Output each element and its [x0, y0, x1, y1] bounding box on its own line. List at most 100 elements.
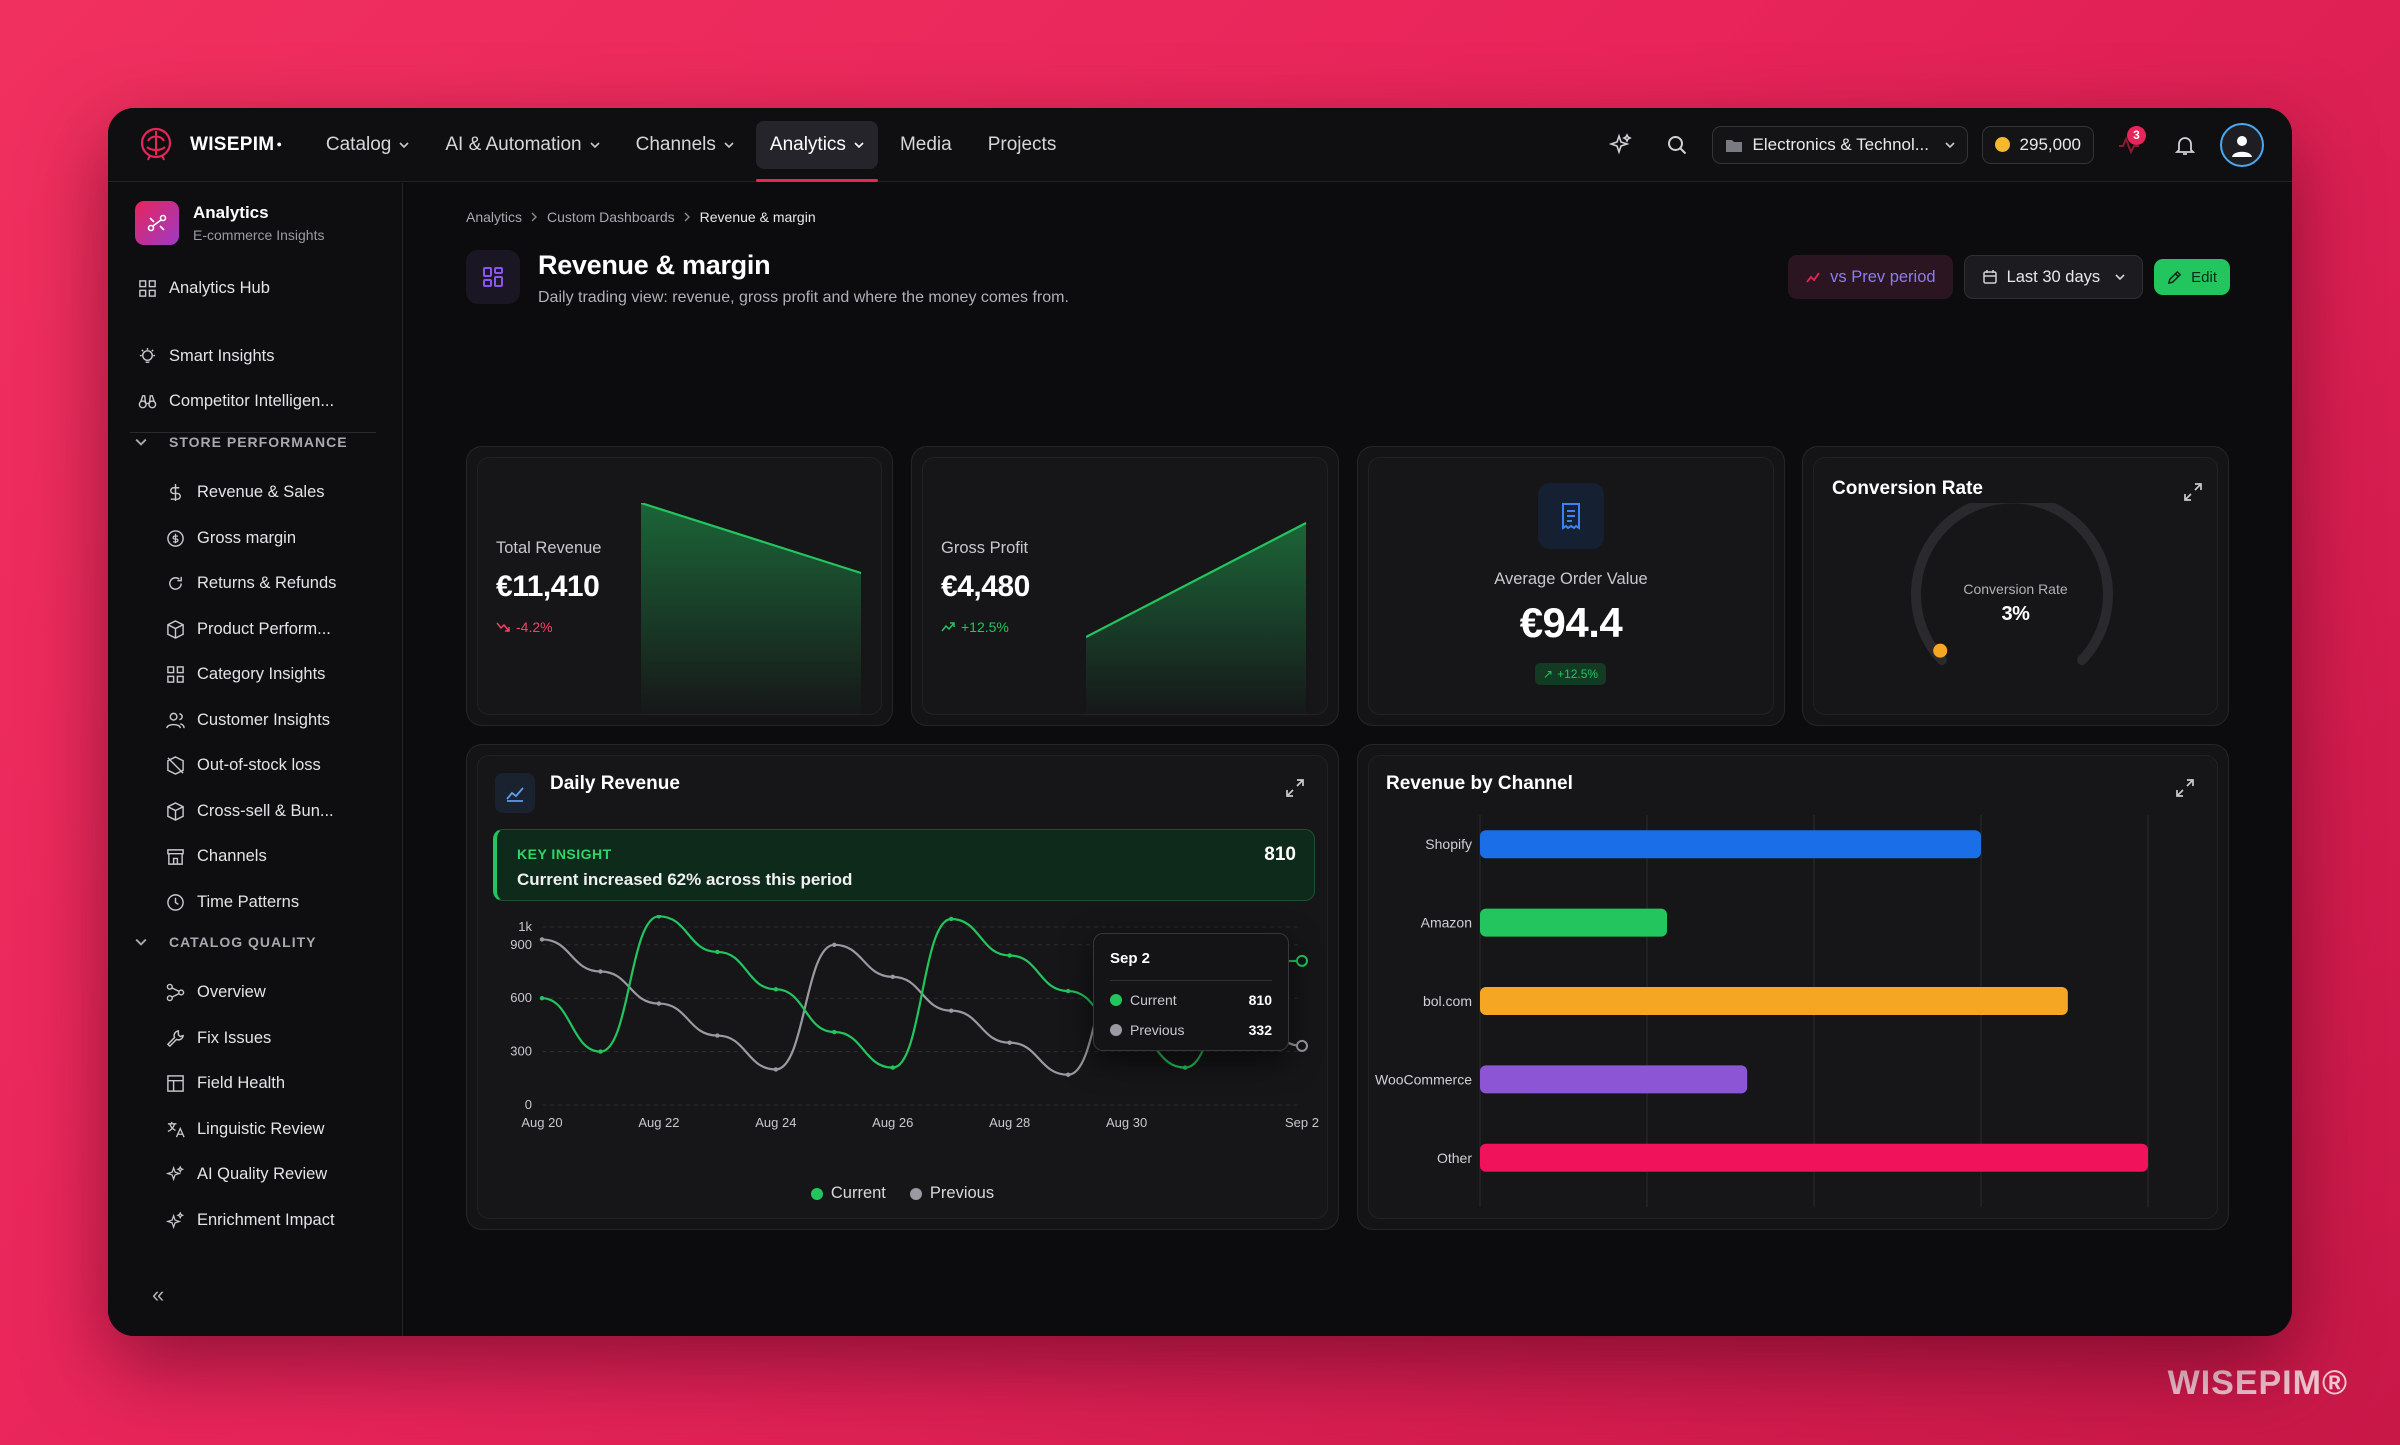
kpi-value: €4,480 [941, 570, 1030, 603]
sidebar-item-label: Returns & Refunds [197, 573, 337, 592]
expand-icon[interactable] [2182, 481, 2204, 503]
search-button[interactable] [1656, 124, 1698, 166]
tooltip-divider [1110, 980, 1272, 981]
data-point [773, 987, 779, 992]
compare-icon [1806, 272, 1820, 283]
sidebar-item-returns-refunds[interactable]: Returns & Refunds [166, 568, 336, 598]
nav-ai-automation[interactable]: AI & Automation [431, 121, 613, 169]
sidebar-item-label: Gross margin [197, 528, 297, 547]
chevron-down-icon [2115, 274, 2125, 281]
sidebar-item-linguistic-review[interactable]: Linguistic Review [166, 1114, 324, 1144]
y-category-label: Other [1437, 1150, 1472, 1166]
nav-analytics[interactable]: Analytics [755, 120, 878, 182]
sidebar-item-gross-margin[interactable]: Gross margin [166, 523, 296, 553]
sidebar-item-revenue-sales[interactable]: Revenue & Sales [166, 477, 325, 507]
sidebar-item-out-of-stock-loss[interactable]: Out-of-stock loss [166, 750, 321, 780]
section-catalog-quality[interactable]: CATALOG QUALITY [135, 934, 316, 950]
sidebar-item-cross-sell[interactable]: Cross-sell & Bun... [166, 796, 334, 826]
sidebar-item-smart-insights[interactable]: Smart Insights [138, 341, 274, 371]
compare-prev-period-button[interactable]: vs Prev period [1788, 255, 1953, 299]
topbar-actions: Electronics & Technol... 295,000 3 [1600, 122, 2264, 167]
page-subtitle: Daily trading view: revenue, gross profi… [538, 289, 1069, 306]
user-avatar[interactable] [2220, 122, 2264, 167]
current-dot-icon [1110, 994, 1122, 1006]
bar-shopify [1480, 830, 1981, 859]
sidebar-item-channels[interactable]: Channels [166, 841, 267, 871]
sidebar-item-customer-insights[interactable]: Customer Insights [166, 705, 330, 735]
sidebar-item-competitor-intelligence[interactable]: Competitor Intelligen... [138, 386, 334, 416]
legend-previous[interactable]: Previous [909, 1184, 994, 1203]
sidebar-item-ai-quality-review[interactable]: AI Quality Review [166, 1159, 327, 1189]
data-point [598, 1049, 603, 1054]
sidebar-item-analytics-hub[interactable]: Analytics Hub [138, 273, 270, 303]
breadcrumb: Analytics Custom Dashboards Revenue & ma… [466, 209, 816, 225]
activity-icon [2119, 135, 2139, 154]
credits-pill[interactable]: 295,000 [1981, 125, 2094, 164]
box-icon [167, 619, 184, 639]
ai-sparkle-button[interactable] [1600, 124, 1642, 166]
chart-legend: Current Previous [467, 1184, 1338, 1203]
dashboard-icon [466, 250, 520, 304]
sidebar-item-category-insights[interactable]: Category Insights [166, 659, 325, 689]
legend-current[interactable]: Current [810, 1184, 886, 1203]
sidebar-item-label: Revenue & Sales [197, 482, 325, 501]
x-tick-label: Aug 26 [872, 1115, 913, 1130]
translate-icon [167, 1121, 185, 1137]
sidebar-item-label: Analytics Hub [169, 278, 270, 297]
chart-tooltip: Sep 2 Current 810 Previous 332 [1093, 933, 1289, 1051]
breadcrumb-custom-dashboards[interactable]: Custom Dashboards [547, 209, 675, 225]
collapse-sidebar-button[interactable]: « [152, 1282, 165, 1307]
sidebar-item-product-performance[interactable]: Product Perform... [166, 614, 331, 644]
sidebar-item-label: Product Perform... [197, 619, 331, 638]
data-point [949, 1008, 954, 1013]
channel-bar-chart[interactable]: Shopify Amazon bol.com WooCommerce Other [1358, 805, 2230, 1215]
calendar-icon [1982, 270, 1997, 284]
activity-button[interactable]: 3 [2108, 124, 2150, 166]
data-point [1182, 1065, 1188, 1070]
expand-icon[interactable] [2174, 777, 2196, 799]
date-range-select[interactable]: Last 30 days [1963, 255, 2144, 299]
nav-projects[interactable]: Projects [974, 121, 1071, 169]
expand-icon[interactable] [1284, 777, 1306, 799]
chevron-right-icon [531, 212, 538, 222]
main-nav: Catalog AI & Automation Channels Analyti… [312, 120, 1071, 182]
data-point [656, 915, 662, 919]
tooltip-label: Current [1130, 992, 1177, 1008]
grid-icon [139, 279, 156, 297]
sidebar-item-fix-issues[interactable]: Fix Issues [166, 1023, 271, 1053]
daily-revenue-card: Daily Revenue KEY INSIGHT Current increa… [466, 744, 1339, 1230]
nav-catalog[interactable]: Catalog [312, 121, 424, 169]
edit-button[interactable]: Edit [2154, 259, 2230, 295]
sidebar-item-time-patterns[interactable]: Time Patterns [166, 887, 299, 917]
line-chart-icon [495, 773, 535, 813]
legend-dot-icon [909, 1187, 922, 1200]
kpi-delta-positive: +12.5% [941, 619, 1009, 635]
nav-ai-label: AI & Automation [445, 133, 582, 155]
sidebar-item-field-health[interactable]: Field Health [166, 1068, 285, 1098]
breadcrumb-analytics[interactable]: Analytics [466, 209, 523, 225]
package-icon [167, 801, 184, 821]
pencil-icon [2167, 270, 2182, 284]
section-store-performance[interactable]: STORE PERFORMANCE [135, 434, 348, 450]
sidebar-item-label: Linguistic Review [197, 1119, 325, 1138]
nav-analytics-label: Analytics [769, 133, 846, 155]
lightbulb-icon [139, 347, 156, 363]
workspace-select[interactable]: Electronics & Technol... [1711, 125, 1968, 164]
sidebar-item-label: Field Health [197, 1073, 286, 1092]
nav-channels[interactable]: Channels [622, 121, 748, 169]
credits-value: 295,000 [2019, 134, 2081, 154]
brain-logo-icon [140, 127, 172, 160]
sidebar-item-overview[interactable]: Overview [166, 977, 266, 1007]
sidebar-item-enrichment-impact[interactable]: Enrichment Impact [166, 1205, 335, 1235]
notifications-button[interactable] [2164, 124, 2206, 166]
tooltip-row-current: Current 810 [1110, 992, 1272, 1008]
bar-amazon [1480, 908, 1668, 937]
chevron-down-icon [590, 141, 600, 148]
sidebar-item-label: Category Insights [197, 664, 326, 683]
brand-name: WISEPIM [190, 133, 275, 155]
brand-logo[interactable]: WISEPIM ● [136, 125, 282, 165]
nav-channels-label: Channels [635, 133, 716, 155]
data-point [715, 949, 720, 955]
kpi-card-total-revenue: Total Revenue €11,410 -4.2% [466, 446, 893, 726]
nav-media[interactable]: Media [886, 121, 966, 169]
